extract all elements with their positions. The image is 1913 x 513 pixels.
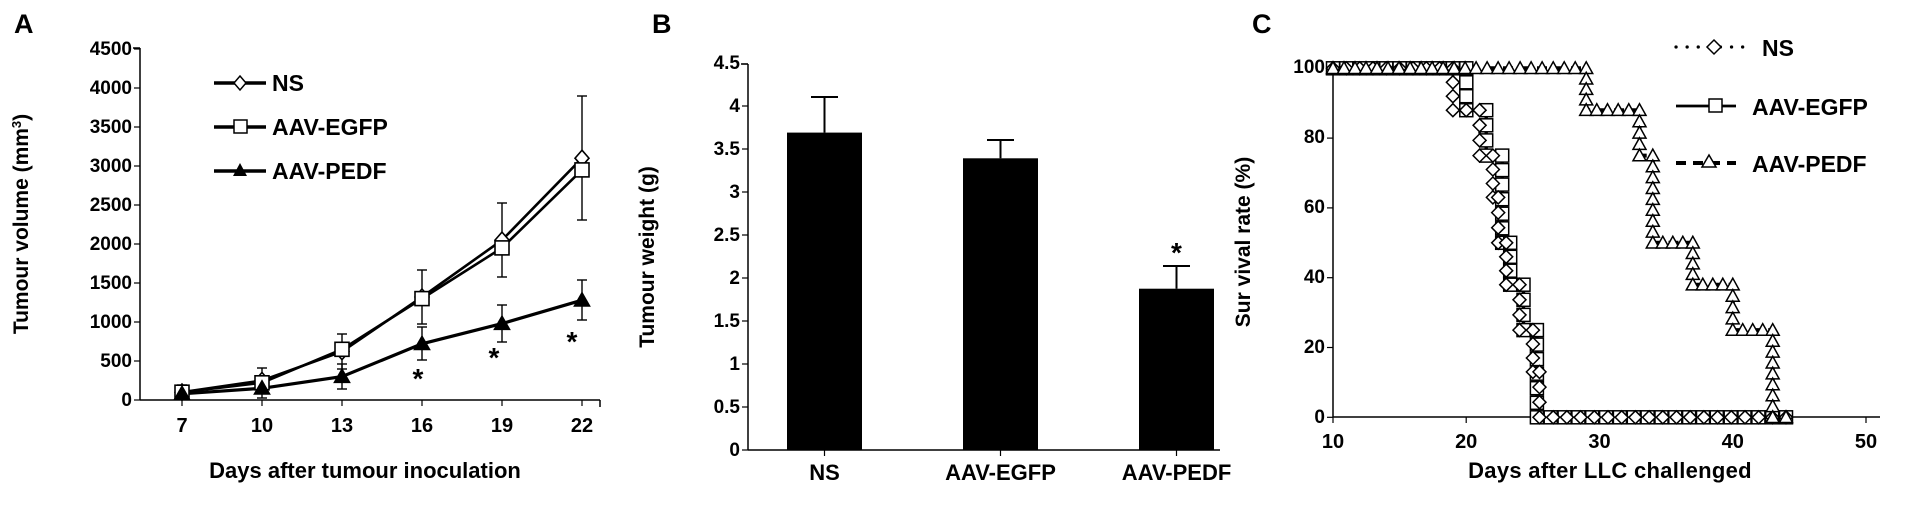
svg-text:A: A — [14, 9, 34, 39]
svg-text:NS: NS — [272, 70, 304, 96]
svg-text:1000: 1000 — [90, 312, 132, 333]
svg-text:AAV-PEDF: AAV-PEDF — [272, 158, 387, 184]
svg-text:4.5: 4.5 — [714, 53, 741, 74]
svg-text:13: 13 — [331, 415, 353, 437]
svg-text:3.5: 3.5 — [714, 139, 741, 160]
svg-text:80: 80 — [1304, 127, 1325, 148]
svg-text:500: 500 — [100, 351, 132, 372]
svg-text:AAV-EGFP: AAV-EGFP — [945, 460, 1056, 485]
svg-text:22: 22 — [571, 415, 593, 437]
svg-text:NS: NS — [1762, 35, 1794, 61]
svg-text:2500: 2500 — [90, 195, 132, 216]
svg-text:NS: NS — [809, 460, 840, 485]
svg-text:40: 40 — [1722, 431, 1744, 453]
svg-text:40: 40 — [1304, 267, 1325, 288]
svg-text:2000: 2000 — [90, 234, 132, 255]
svg-text:1: 1 — [729, 354, 740, 375]
svg-text:AAV-EGFP: AAV-EGFP — [272, 114, 388, 140]
svg-text:19: 19 — [491, 415, 513, 437]
svg-text:Sur vival rate (%): Sur vival rate (%) — [1232, 157, 1255, 327]
svg-text:30: 30 — [1588, 431, 1610, 453]
svg-text:20: 20 — [1304, 337, 1325, 358]
svg-text:*: * — [413, 363, 424, 394]
svg-text:0: 0 — [121, 390, 132, 411]
svg-text:60: 60 — [1304, 197, 1325, 218]
svg-text:0.5: 0.5 — [714, 397, 741, 418]
svg-text:100: 100 — [1293, 57, 1325, 78]
svg-text:2: 2 — [729, 268, 740, 289]
svg-text:Tumour weight (g): Tumour weight (g) — [636, 166, 659, 348]
svg-text:4: 4 — [729, 96, 740, 117]
svg-text:AAV-EGFP: AAV-EGFP — [1752, 94, 1868, 120]
svg-text:3: 3 — [729, 182, 740, 203]
svg-text:2.5: 2.5 — [714, 225, 741, 246]
svg-text:AAV-PEDF: AAV-PEDF — [1752, 151, 1867, 177]
svg-text:50: 50 — [1855, 431, 1877, 453]
svg-text:Days after tumour inoculation: Days after tumour inoculation — [209, 458, 521, 483]
svg-text:B: B — [652, 9, 672, 39]
svg-text:20: 20 — [1455, 431, 1477, 453]
svg-text:10: 10 — [251, 415, 273, 437]
svg-text:AAV-PEDF: AAV-PEDF — [1122, 460, 1232, 485]
svg-text:*: * — [489, 342, 500, 373]
svg-text:7: 7 — [176, 415, 187, 437]
svg-text:1500: 1500 — [90, 273, 132, 294]
svg-text:C: C — [1252, 9, 1272, 39]
svg-text:3000: 3000 — [90, 156, 132, 177]
svg-text:*: * — [567, 326, 578, 357]
svg-text:16: 16 — [411, 415, 433, 437]
svg-text:0: 0 — [1314, 407, 1325, 428]
svg-text:0: 0 — [729, 440, 740, 461]
svg-text:4000: 4000 — [90, 78, 132, 99]
svg-text:1.5: 1.5 — [714, 311, 741, 332]
svg-text:3500: 3500 — [90, 117, 132, 138]
svg-text:4500: 4500 — [90, 39, 132, 60]
svg-text:10: 10 — [1322, 431, 1344, 453]
svg-text:Days after LLC challenge: Days after LLC challenged — [1468, 458, 1752, 483]
svg-text:Tumour volume (mm3): Tumour volume (mm3) — [9, 114, 34, 334]
svg-text:*: * — [1171, 237, 1182, 268]
